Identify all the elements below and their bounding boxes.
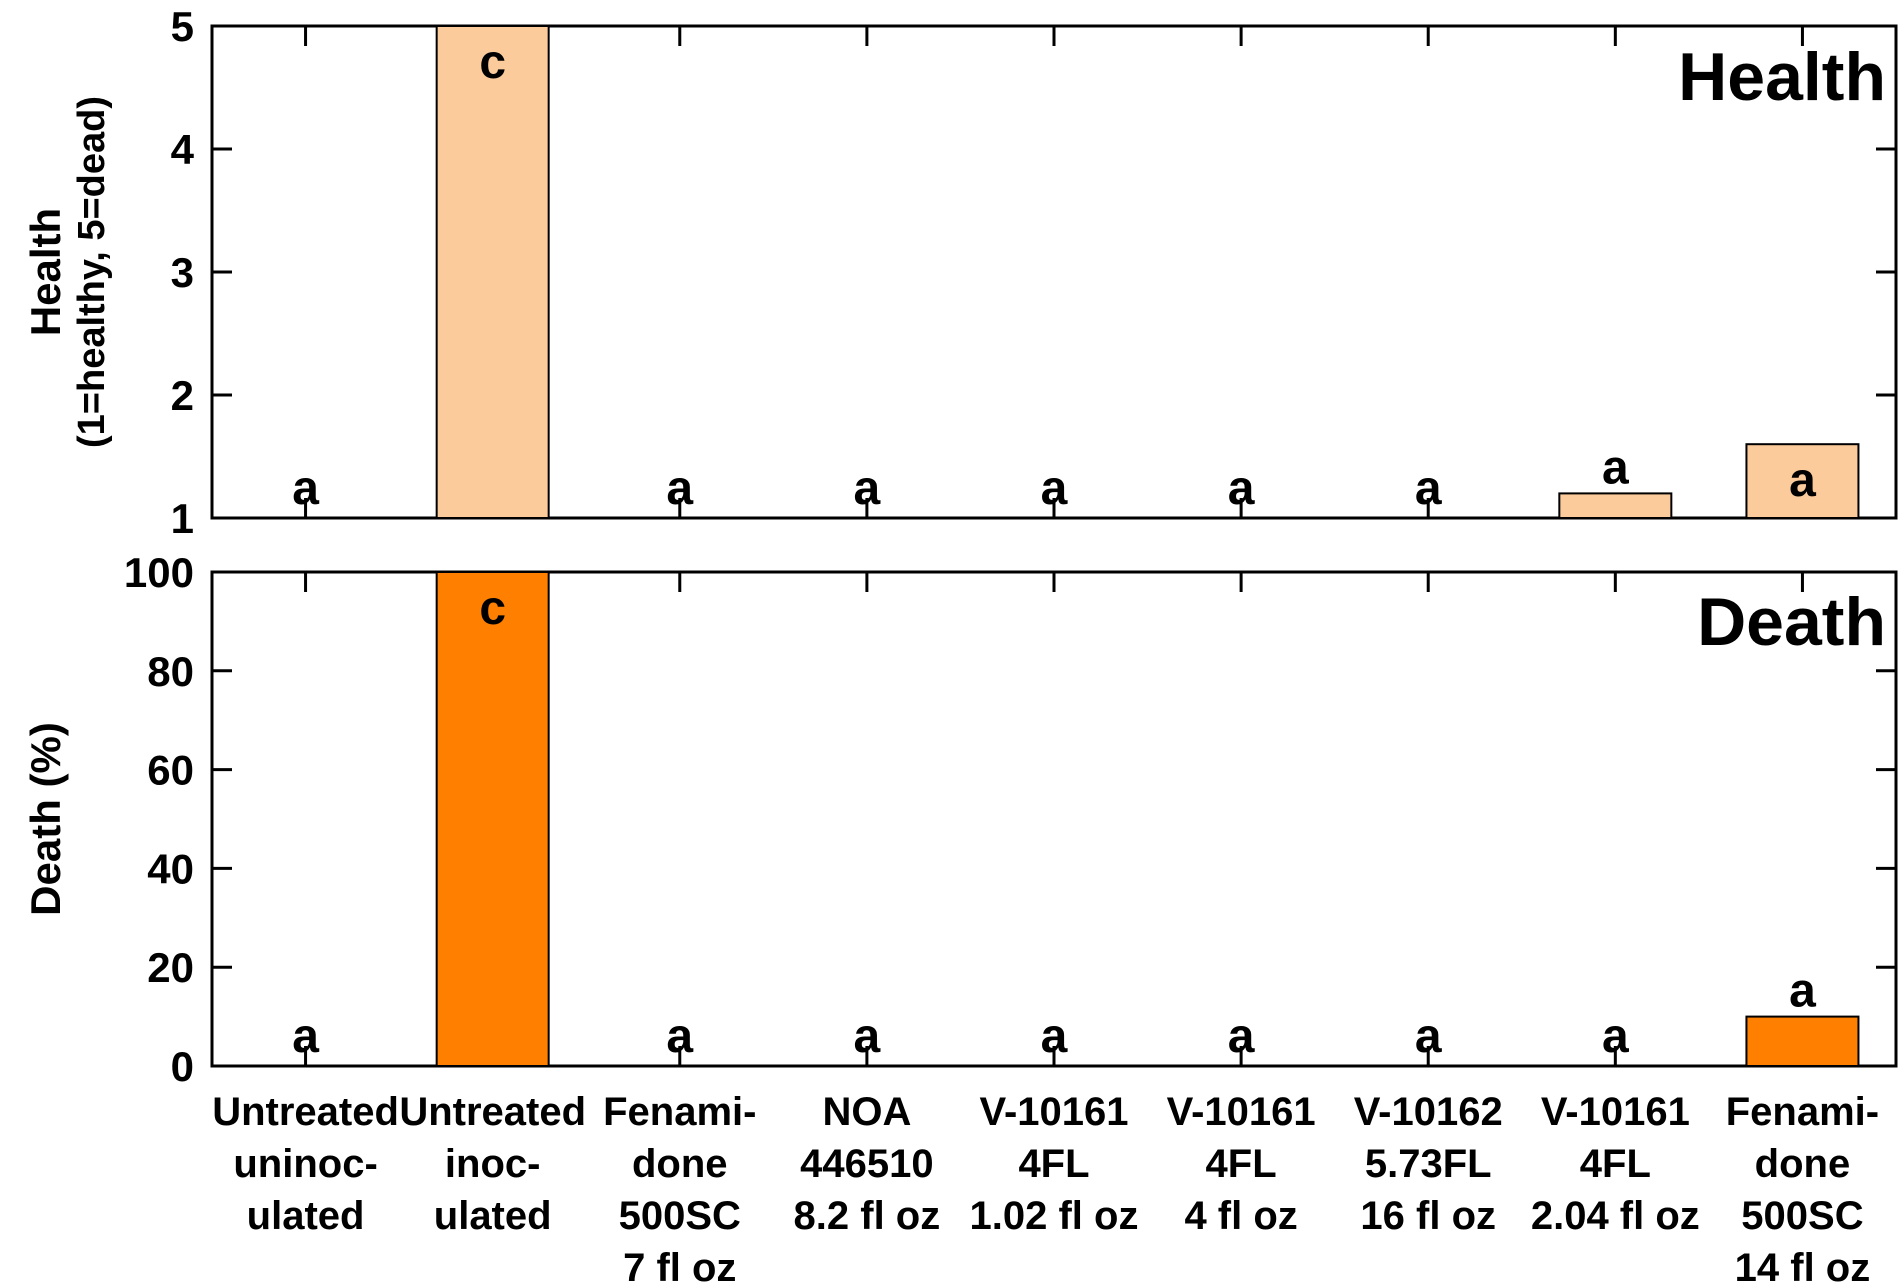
significance-letter: a [854,462,881,515]
x-category-line: 446510 [800,1142,933,1186]
x-category-label: V-10162 5.73FL 16 fl oz [1354,1090,1503,1238]
x-category-line: done [632,1142,728,1186]
significance-letter: a [1415,1010,1442,1063]
y-tick-label: 0 [171,1043,194,1090]
x-category-line: Fenami- [1726,1090,1879,1134]
x-category-line: ulated [434,1194,552,1238]
x-category-label: Fenami-done 500SC 7 fl oz [603,1090,756,1286]
significance-letter: a [666,1010,693,1063]
y-tick-label: 20 [147,944,194,991]
x-category-line: 7 fl oz [623,1246,736,1286]
x-category-line: done [1755,1142,1851,1186]
significance-letter: a [854,1010,881,1063]
significance-letter: c [479,582,506,635]
y-tick-label: 2 [171,372,194,419]
y-tick-label: 100 [124,549,194,596]
x-category-line: 16 fl oz [1360,1194,1496,1238]
x-category-label: NOA 446510 8.2 fl oz [794,1090,941,1238]
x-category-line: Fenami- [603,1090,756,1134]
y-axis-label: Health [22,208,69,336]
x-category-line: Untreated [212,1090,399,1134]
y-tick-label: 80 [147,648,194,695]
x-category-line: 500SC [1741,1194,1863,1238]
x-category-line: 4FL [1018,1142,1089,1186]
x-category-line: 500SC [619,1194,741,1238]
x-category-line: Untreated [399,1090,586,1134]
significance-letter: a [1602,1010,1629,1063]
y-tick-label: 60 [147,747,194,794]
significance-letter: a [292,1010,319,1063]
y-tick-label: 5 [171,3,194,50]
panel-label: Death [1697,584,1886,660]
y-axis-sublabel: (1=healthy, 5=dead) [71,96,113,448]
panel-label: Health [1678,39,1886,115]
x-category-line: 5.73FL [1365,1142,1492,1186]
x-category-line: V-10161 [1167,1090,1316,1134]
significance-letter: a [1789,454,1816,507]
bar [435,25,550,519]
x-category-line: NOA [822,1090,911,1134]
significance-letter: a [1602,441,1629,494]
death-panel: 0 20 40 60 80 100 a c a a a a a a a Death Death (%) [22,549,1898,1090]
x-category-line: V-10161 [1541,1090,1690,1134]
significance-letter: a [1789,965,1816,1018]
x-category-line: 14 fl oz [1735,1246,1871,1286]
bar [1745,443,1860,520]
x-category-line: 1.02 fl oz [970,1194,1139,1238]
x-category-line: 2.04 fl oz [1531,1194,1700,1238]
x-category-label: V-10161 4FL 1.02 fl oz [970,1090,1139,1238]
bar [1745,1015,1860,1067]
y-tick-label: 40 [147,845,194,892]
significance-letter: c [479,36,506,89]
x-category-label: V-10161 4FL 2.04 fl oz [1531,1090,1700,1238]
bar [435,571,550,1067]
significance-letter: a [1228,1010,1255,1063]
y-tick-label: 4 [171,126,195,173]
x-category-label: Untreated inoc-ulated [399,1090,586,1238]
x-category-label: V-10161 4FL 4 fl oz [1167,1090,1316,1238]
x-category-line: 4 fl oz [1184,1194,1297,1238]
y-axis-label: Death (%) [22,722,69,916]
x-category-line: inoc- [445,1142,541,1186]
x-category-label: Untreated uninoc-ulated [212,1090,399,1238]
x-category-line: 4FL [1206,1142,1277,1186]
significance-letter: a [1228,462,1255,515]
x-category-line: V-10161 [979,1090,1128,1134]
x-category-line: ulated [247,1194,365,1238]
x-category-line: V-10162 [1354,1090,1503,1134]
x-category-line: uninoc- [233,1142,377,1186]
significance-letter: a [1415,462,1442,515]
x-category-line: 8.2 fl oz [794,1194,941,1238]
significance-letter: a [1041,1010,1068,1063]
x-category-label: Fenami-done 500SC 14 fl oz [1726,1090,1879,1286]
bar [1558,492,1673,519]
y-tick-label: 1 [171,495,194,542]
x-category-line: 4FL [1580,1142,1651,1186]
x-category-labels: Untreated uninoc-ulated Untreated inoc-ulat… [212,1090,1879,1286]
y-tick-label: 3 [171,249,194,296]
significance-letter: a [666,462,693,515]
significance-letter: a [1041,462,1068,515]
significance-letter: a [292,462,319,515]
